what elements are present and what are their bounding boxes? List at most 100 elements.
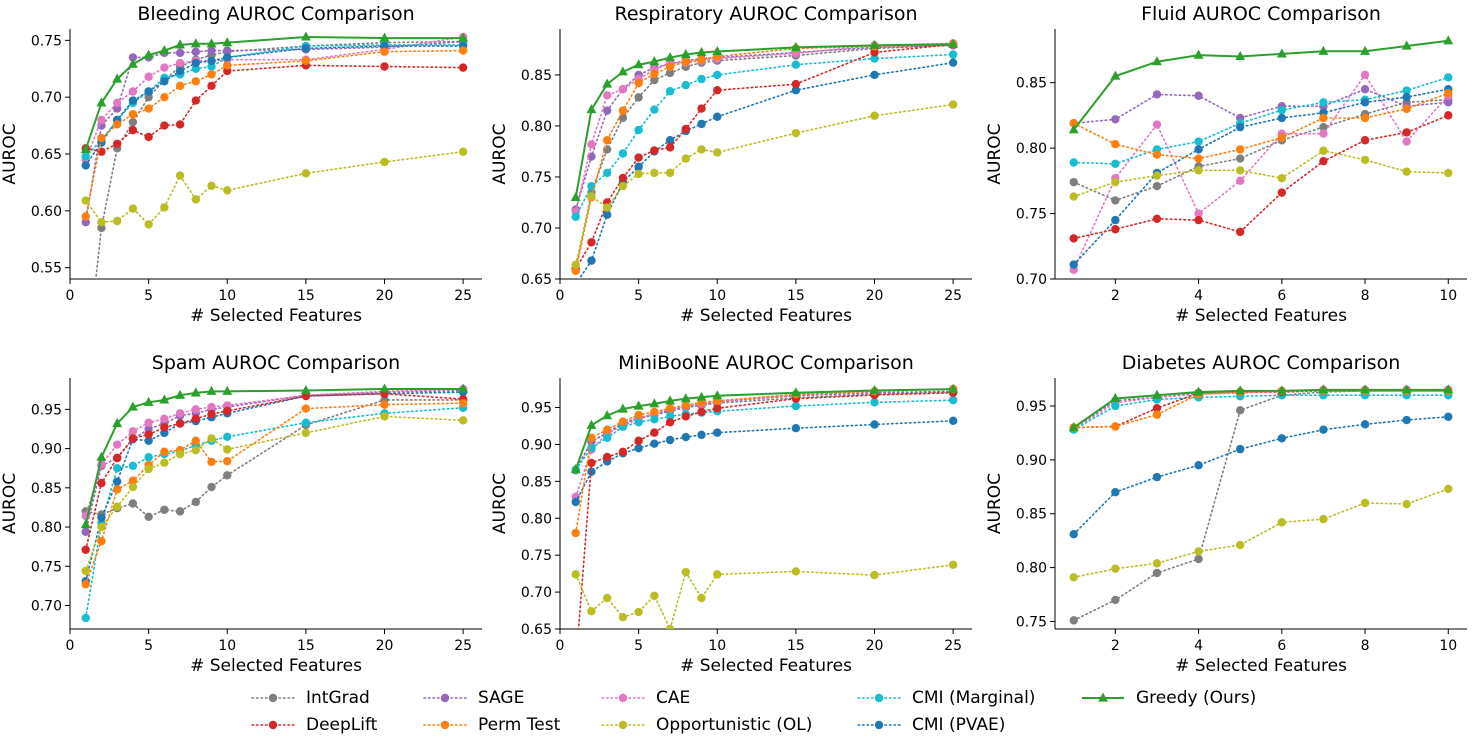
data-point xyxy=(112,417,123,428)
data-point xyxy=(665,168,675,178)
data-point xyxy=(128,96,138,105)
data-point xyxy=(1360,70,1370,80)
data-point xyxy=(1193,386,1204,396)
x-tick-label: 6 xyxy=(1277,288,1286,304)
data-point xyxy=(681,401,691,410)
x-tick-label: 25 xyxy=(944,288,962,304)
data-point xyxy=(112,485,122,494)
data-point xyxy=(791,79,801,89)
y-tick-label: 0.75 xyxy=(521,170,552,186)
data-point xyxy=(144,220,153,229)
data-point xyxy=(1152,150,1162,159)
data-point xyxy=(948,416,958,426)
data-point xyxy=(948,50,958,59)
data-point xyxy=(634,443,643,453)
legend-marker-opportunistic xyxy=(601,720,645,730)
legend-marker-cmi-marginal xyxy=(857,693,901,703)
data-point xyxy=(791,86,801,95)
data-point xyxy=(1068,124,1079,134)
data-point xyxy=(207,181,216,191)
data-point xyxy=(602,410,613,420)
data-point xyxy=(1235,50,1246,61)
data-point xyxy=(112,440,122,449)
data-point xyxy=(1276,385,1287,395)
data-point xyxy=(602,433,612,442)
y-tick-label: 0.75 xyxy=(1016,207,1047,223)
data-point xyxy=(1235,227,1245,237)
data-point xyxy=(1111,196,1120,205)
data-point xyxy=(96,451,107,461)
series-line xyxy=(574,44,954,211)
data-point xyxy=(1193,49,1204,59)
y-tick-label: 0.75 xyxy=(1016,614,1047,630)
data-point xyxy=(81,196,90,205)
data-point xyxy=(697,55,706,64)
data-point xyxy=(207,482,216,492)
data-point xyxy=(190,387,201,397)
series-deeplift xyxy=(1069,386,1453,432)
plot-area xyxy=(570,38,959,279)
y-tick-label: 0.75 xyxy=(31,33,62,49)
data-point xyxy=(1444,73,1453,82)
series-line xyxy=(574,44,954,270)
data-point xyxy=(697,430,706,440)
data-point xyxy=(191,96,201,105)
data-point xyxy=(650,75,659,85)
data-point xyxy=(681,124,691,134)
x-tick-label: 20 xyxy=(376,288,394,304)
series-sage xyxy=(571,41,958,214)
legend-label-deeplift: DeepLift xyxy=(306,715,378,735)
data-point xyxy=(1235,540,1245,550)
data-point xyxy=(1401,40,1412,50)
data-point xyxy=(790,41,801,51)
x-axis-label: # Selected Features xyxy=(1175,656,1347,676)
y-tick-label: 0.80 xyxy=(1016,141,1047,157)
series-line xyxy=(577,391,954,629)
data-point xyxy=(1111,564,1120,573)
data-point xyxy=(128,499,138,508)
series-line xyxy=(574,420,954,503)
data-point xyxy=(634,410,643,420)
data-point xyxy=(697,104,706,113)
data-point xyxy=(681,80,691,90)
data-point xyxy=(159,394,170,404)
x-tick-label: 10 xyxy=(1439,638,1457,654)
chart-miniboone: MiniBooNE AUROC Comparison 0 5 10 15 20 25 0.65… xyxy=(490,352,972,676)
data-point xyxy=(175,507,185,516)
data-point xyxy=(712,45,723,56)
data-point xyxy=(617,66,628,76)
data-point xyxy=(300,31,311,41)
data-point xyxy=(1111,139,1120,149)
data-point xyxy=(128,53,138,62)
y-tick-label: 0.65 xyxy=(521,622,552,638)
data-point xyxy=(82,366,90,374)
x-tick-label: 0 xyxy=(556,638,565,654)
legend-item-greedy: Greedy (Ours) xyxy=(1080,686,1256,710)
data-point xyxy=(80,519,91,529)
data-point xyxy=(191,445,201,455)
data-point xyxy=(713,86,722,95)
data-point xyxy=(144,72,153,81)
data-point xyxy=(128,434,138,443)
data-point xyxy=(1319,98,1328,107)
data-point xyxy=(1235,145,1245,154)
data-point xyxy=(602,91,612,100)
data-point xyxy=(81,527,90,536)
data-point xyxy=(649,398,660,408)
data-point xyxy=(1194,145,1203,154)
data-point xyxy=(458,46,468,55)
data-point xyxy=(587,192,596,201)
data-point xyxy=(1360,45,1370,55)
data-point xyxy=(97,522,106,532)
data-point xyxy=(870,398,879,407)
legend-item-deeplift: DeepLift xyxy=(250,713,377,737)
data-point xyxy=(301,56,311,66)
data-point xyxy=(458,383,469,393)
x-tick-label: 5 xyxy=(144,638,153,654)
data-point xyxy=(587,607,596,616)
x-tick-label: 15 xyxy=(297,288,315,304)
data-point xyxy=(587,433,596,442)
plot-area xyxy=(80,383,469,623)
data-point xyxy=(160,77,169,86)
series-line xyxy=(1072,76,1450,165)
